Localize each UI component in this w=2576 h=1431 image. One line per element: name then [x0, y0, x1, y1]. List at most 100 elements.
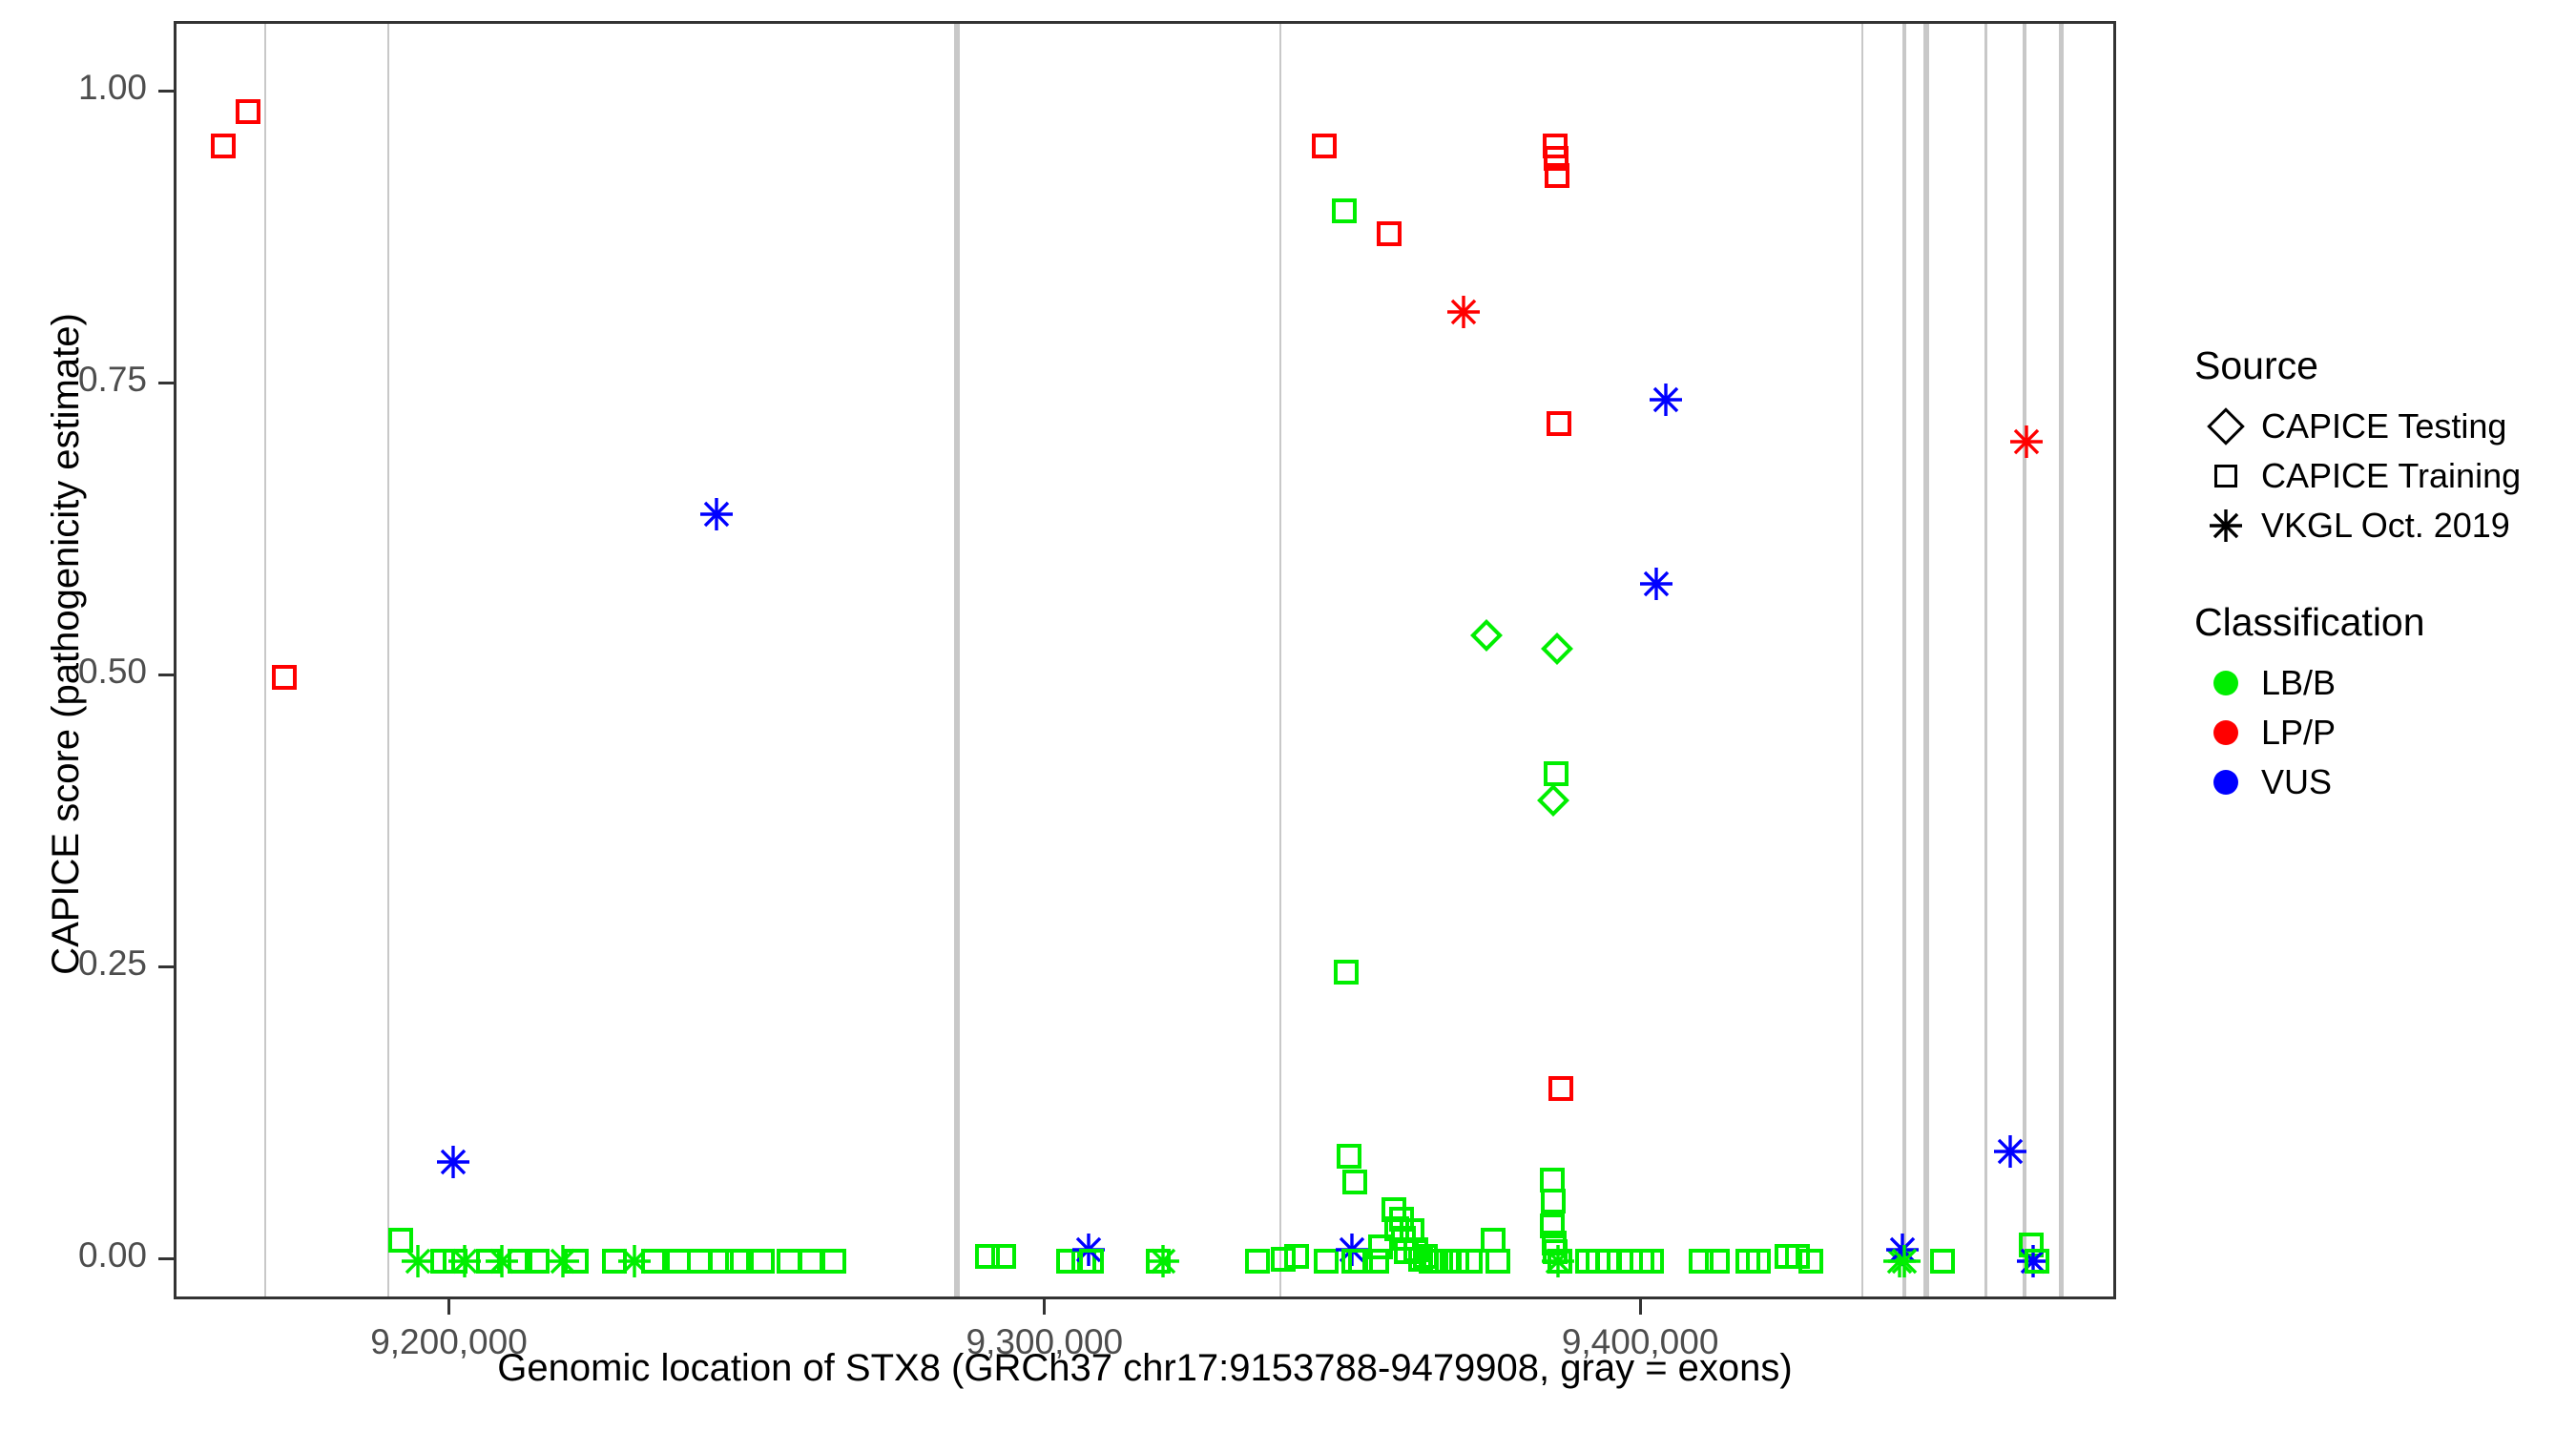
exon-line	[1278, 24, 1281, 1296]
data-point-square	[1485, 1249, 1510, 1275]
y-axis-tick	[158, 89, 174, 93]
data-point-square	[1689, 1249, 1714, 1275]
data-point-square	[1458, 1249, 1484, 1275]
x-axis-title: Genomic location of STX8 (GRCh37 chr17:9…	[497, 1347, 1793, 1389]
data-point-asterisk	[2009, 425, 2043, 459]
data-point-square	[1348, 1249, 1374, 1275]
data-point-square	[1377, 221, 1402, 247]
legend-item-source-0[interactable]: CAPICE Testing	[2191, 402, 2572, 451]
color-dot-icon	[2191, 720, 2261, 745]
legend: Source CAPICE Testing CAPICE Training VKGL…	[2191, 343, 2572, 807]
data-point-square	[641, 1249, 667, 1275]
data-point-square	[991, 1244, 1017, 1270]
data-point-square	[524, 1249, 550, 1275]
exon-line	[2022, 24, 2026, 1296]
data-point-square	[1334, 959, 1360, 985]
data-point-square	[1341, 1169, 1367, 1194]
legend-item-classification-2[interactable]: VUS	[2191, 757, 2572, 807]
data-point-asterisk	[1146, 1245, 1179, 1278]
data-point-square	[1245, 1249, 1271, 1275]
data-point-square	[1638, 1249, 1664, 1275]
data-point-square	[1930, 1249, 1956, 1275]
legend-item-source-2[interactable]: VKGL Oct. 2019	[2191, 501, 2572, 550]
exon-line	[953, 24, 960, 1296]
data-point-square	[507, 1249, 532, 1275]
data-point-square	[1364, 1249, 1390, 1275]
data-point-square	[1540, 1213, 1566, 1239]
data-point-square	[749, 1249, 775, 1275]
data-point-asterisk	[1888, 1245, 1922, 1278]
data-point-asterisk	[1650, 384, 1683, 417]
legend-item-classification-1[interactable]: LP/P	[2191, 708, 2572, 757]
data-point-square	[1444, 1249, 1470, 1275]
exon-line	[264, 24, 267, 1296]
data-point-square	[1331, 197, 1357, 223]
data-point-diamond	[1469, 619, 1503, 653]
plot-panel	[174, 21, 2116, 1299]
data-point-asterisk	[401, 1245, 434, 1278]
legend-label: VKGL Oct. 2019	[2261, 506, 2510, 545]
data-point-square	[1548, 1076, 1573, 1102]
exon-line	[1901, 24, 1906, 1296]
legend-group-classification: LB/B LP/P VUS	[2191, 658, 2572, 807]
data-point-diamond	[1537, 783, 1570, 817]
data-point-asterisk	[447, 1245, 481, 1278]
data-point-square	[1313, 1249, 1339, 1275]
data-point-diamond	[1540, 632, 1573, 665]
data-point-square	[1336, 1144, 1361, 1170]
legend-title-source: Source	[2194, 343, 2318, 387]
legend-label: CAPICE Testing	[2261, 406, 2507, 446]
y-axis-tick-label: 0.00	[77, 1235, 147, 1275]
x-axis-tick-label: 9,400,000	[1561, 1322, 1719, 1361]
legend-item-classification-0[interactable]: LB/B	[2191, 658, 2572, 708]
data-point-square	[1547, 1249, 1572, 1275]
diamond-icon	[2191, 407, 2261, 446]
y-axis-tick	[158, 1256, 174, 1260]
color-dot-icon	[2191, 770, 2261, 795]
data-point-square	[235, 98, 260, 124]
exon-line	[1860, 24, 1863, 1296]
data-point-square	[2024, 1249, 2049, 1275]
data-point-square	[1704, 1249, 1730, 1275]
exon-line	[1923, 24, 1930, 1296]
legend-group-source: CAPICE Testing CAPICE Training VKGL Oct. 2…	[2191, 402, 2572, 550]
data-point-square	[725, 1249, 751, 1275]
data-point-square	[798, 1249, 823, 1275]
data-point-square	[1797, 1249, 1823, 1275]
y-axis-tick-label: 0.25	[77, 944, 147, 984]
data-point-square	[272, 665, 298, 691]
data-point-square	[1745, 1249, 1771, 1275]
legend-item-source-1[interactable]: CAPICE Training	[2191, 451, 2572, 501]
data-point-square	[1595, 1249, 1621, 1275]
data-point-square	[1079, 1249, 1104, 1275]
legend-label: LB/B	[2261, 663, 2337, 702]
data-point-square	[709, 1249, 735, 1275]
legend-title-classification: Classification	[2194, 600, 2425, 644]
y-axis-title: CAPICE score (pathogenicity estimate)	[45, 313, 87, 975]
exon-line	[2058, 24, 2064, 1296]
data-point-asterisk	[1994, 1135, 2027, 1169]
plot-area	[177, 24, 2113, 1296]
legend-label: VUS	[2261, 762, 2333, 801]
data-point-square	[1545, 163, 1570, 189]
data-point-square	[1785, 1244, 1811, 1270]
x-axis-tick-label: 9,200,000	[370, 1322, 528, 1361]
y-axis-tick-label: 0.50	[77, 652, 147, 692]
data-point-asterisk	[547, 1245, 580, 1278]
asterisk-icon	[2191, 509, 2261, 542]
exon-line	[1984, 24, 1987, 1296]
data-point-asterisk	[1639, 568, 1672, 601]
legend-spacer	[2191, 550, 2572, 600]
legend-label: CAPICE Training	[2261, 456, 2522, 495]
y-axis-tick-label: 0.75	[77, 360, 147, 400]
data-point-square	[687, 1249, 713, 1275]
data-point-square	[2018, 1233, 2044, 1258]
y-axis-tick	[158, 673, 174, 676]
y-axis-tick	[158, 964, 174, 968]
data-point-square	[1547, 410, 1572, 436]
x-axis-tick	[447, 1299, 450, 1315]
data-point-square	[210, 134, 236, 159]
data-point-asterisk	[699, 497, 733, 530]
y-axis-tick	[158, 381, 174, 384]
y-axis-tick-label: 1.00	[77, 68, 147, 108]
